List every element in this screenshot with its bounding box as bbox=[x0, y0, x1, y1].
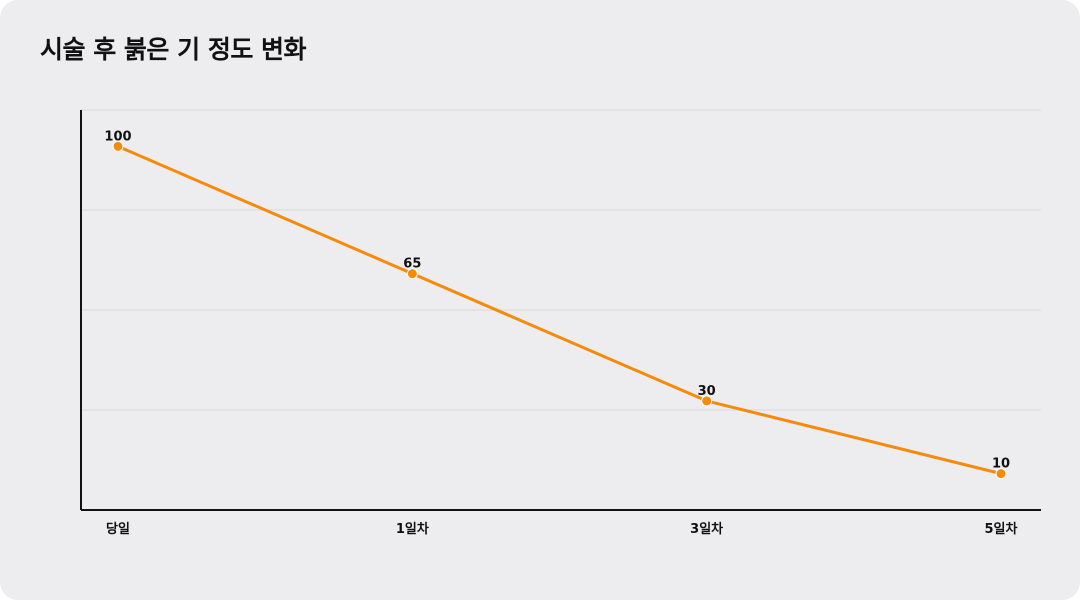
x-tick-label: 3일차 bbox=[690, 521, 723, 537]
data-label: 65 bbox=[403, 257, 421, 272]
data-label: 100 bbox=[104, 129, 131, 144]
data-label: 30 bbox=[698, 384, 716, 399]
data-point bbox=[701, 395, 713, 407]
x-tick-label: 5일차 bbox=[985, 521, 1018, 537]
chart-title: 시술 후 붉은 기 정도 변화 bbox=[40, 35, 307, 64]
data-point bbox=[995, 468, 1007, 480]
x-tick-label: 당일 bbox=[106, 521, 130, 537]
series-line-0 bbox=[116, 144, 1003, 476]
data-point bbox=[112, 140, 124, 152]
x-tick-label: 1일차 bbox=[396, 521, 429, 537]
data-label: 10 bbox=[992, 457, 1010, 472]
data-point bbox=[406, 268, 418, 280]
